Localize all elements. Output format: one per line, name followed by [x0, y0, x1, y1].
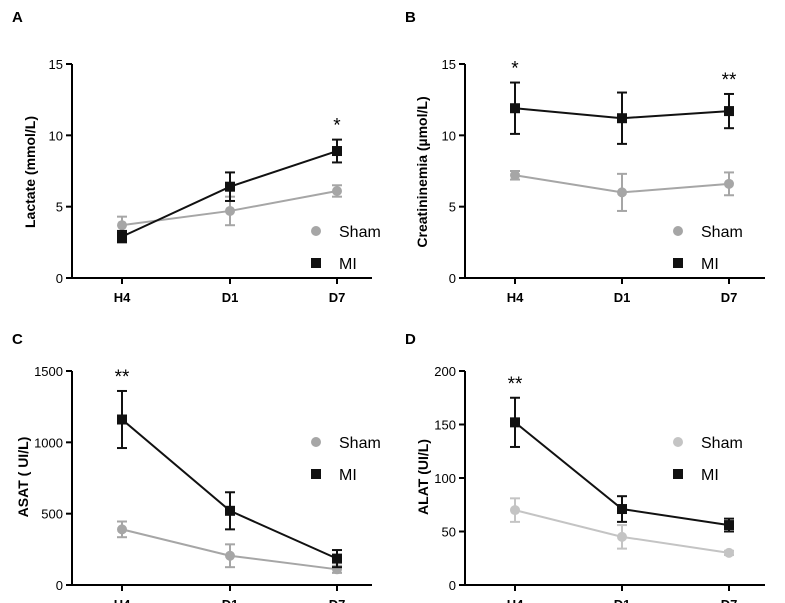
significance-marker: ** — [722, 70, 737, 91]
data-point-sham — [225, 550, 235, 561]
x-tick-label: D7 — [329, 597, 346, 603]
y-tick-label: 1500 — [34, 364, 63, 379]
x-tick-label: D7 — [329, 290, 346, 305]
panel-letter-b: B — [405, 9, 416, 26]
data-point-sham — [510, 170, 520, 181]
panel-letter-d: D — [405, 331, 416, 348]
significance-marker: * — [333, 116, 341, 137]
y-tick-label: 0 — [449, 271, 456, 286]
y-tick-label: 10 — [49, 128, 63, 143]
y-tick-label: 0 — [449, 578, 456, 593]
significance-marker: * — [511, 59, 519, 80]
legend-marker-mi — [673, 258, 683, 268]
legend-label: MI — [339, 256, 357, 273]
ylabel-d: ALAT (UI/L) — [415, 439, 431, 515]
legend-marker-mi — [311, 469, 321, 479]
y-tick-label: 100 — [434, 471, 456, 486]
x-tick-label: D7 — [721, 597, 738, 603]
x-tick-label: H4 — [114, 597, 131, 603]
y-tick-label: 15 — [49, 57, 63, 72]
x-tick-label: H4 — [507, 597, 524, 603]
data-point-sham — [117, 524, 127, 535]
y-tick-label: 0 — [56, 578, 63, 593]
y-tick-label: 1000 — [34, 435, 63, 450]
data-point-mi — [117, 414, 127, 425]
data-point-sham — [332, 185, 342, 196]
y-tick-label: 10 — [442, 128, 456, 143]
data-point-mi — [724, 520, 734, 531]
legend-label: MI — [339, 467, 357, 484]
y-tick-label: 50 — [442, 525, 456, 540]
x-tick-label: D1 — [614, 290, 631, 305]
y-tick-label: 200 — [434, 364, 456, 379]
legend-marker-mi — [311, 258, 321, 268]
legend-marker-sham — [673, 437, 683, 447]
legend-label: Sham — [339, 224, 381, 241]
legend-marker-sham — [311, 437, 321, 447]
data-point-sham — [617, 187, 627, 198]
ylabel-a: Lactate (mmol/L) — [22, 116, 38, 228]
data-point-sham — [617, 531, 627, 542]
significance-marker: ** — [115, 367, 130, 388]
data-point-mi — [225, 505, 235, 516]
panel-letter-c: C — [12, 331, 23, 348]
ylabel-c: ASAT ( UI/L) — [15, 437, 31, 518]
y-tick-label: 5 — [56, 200, 63, 215]
panel-letter-a: A — [12, 9, 23, 26]
data-point-mi — [332, 146, 342, 157]
y-tick-label: 500 — [41, 507, 63, 522]
legend-marker-sham — [311, 226, 321, 236]
y-tick-label: 15 — [442, 57, 456, 72]
data-point-sham — [724, 547, 734, 558]
data-point-mi — [617, 504, 627, 515]
y-tick-label: 0 — [56, 271, 63, 286]
significance-marker: ** — [508, 374, 523, 395]
data-point-sham — [724, 178, 734, 189]
x-tick-label: H4 — [507, 290, 524, 305]
legend-label: MI — [701, 467, 719, 484]
legend-marker-mi — [673, 469, 683, 479]
legend-label: Sham — [701, 435, 743, 452]
legend-label: MI — [701, 256, 719, 273]
data-point-mi — [510, 103, 520, 114]
x-tick-label: D1 — [222, 290, 239, 305]
data-point-sham — [117, 220, 127, 231]
data-point-sham — [510, 505, 520, 516]
data-point-mi — [617, 113, 627, 124]
x-tick-label: D1 — [222, 597, 239, 603]
panel-d: D ALAT (UI/L) 0 50 100 150 200 H4 D1 D7 ** Sham MI — [405, 331, 765, 603]
data-point-mi — [225, 181, 235, 192]
y-tick-label: 150 — [434, 418, 456, 433]
ylabel-b: Creatininemia (µmol/L) — [414, 96, 430, 247]
data-point-mi — [510, 417, 520, 428]
data-point-mi — [117, 231, 127, 242]
legend-label: Sham — [339, 435, 381, 452]
legend-label: Sham — [701, 224, 743, 241]
x-tick-label: D1 — [614, 597, 631, 603]
legend-marker-sham — [673, 226, 683, 236]
x-tick-label: H4 — [114, 290, 131, 305]
panel-a: A Lactate (mmol/L) 0 5 10 15 H4 D1 D7 * Sham MI — [12, 9, 381, 305]
y-tick-label: 5 — [449, 200, 456, 215]
data-point-mi — [332, 553, 342, 564]
data-point-sham — [225, 205, 235, 216]
x-tick-label: D7 — [721, 290, 738, 305]
data-point-mi — [724, 106, 734, 117]
panel-c: C ASAT ( UI/L) 0 500 1000 1500 H4 D1 D7 ** Sham M… — [12, 331, 381, 603]
